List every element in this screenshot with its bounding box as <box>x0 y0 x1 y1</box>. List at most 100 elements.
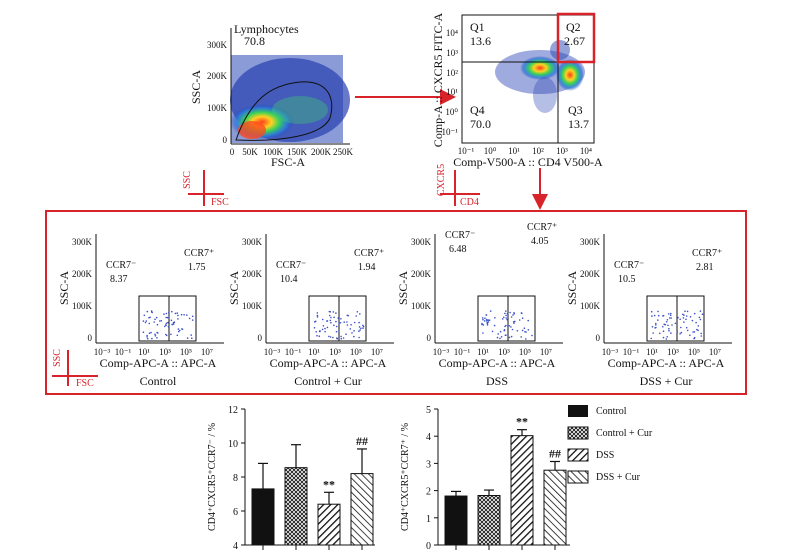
quad-xtick: 10⁰ <box>484 146 497 156</box>
ccr7-event-dot <box>667 324 669 327</box>
ccr7-event-dot <box>353 330 355 332</box>
bar-ytick-label: 2 <box>426 487 431 498</box>
ccr7-event-dot <box>329 319 332 322</box>
ccr7-event-dot <box>155 316 158 319</box>
ccr7-xlabel: Comp-APC-A :: APC-A <box>608 356 725 370</box>
ccr7-event-dot <box>165 324 167 326</box>
ccr7-event-dot <box>657 310 659 313</box>
bar-chart-ccr7-pos: 0 1 2 3 4 5 CD4⁺CXCR5⁺CCR7⁺ / % ** ## <box>400 405 570 552</box>
ccr7-event-dot <box>510 316 513 318</box>
ccr7-event-dot <box>164 325 166 328</box>
quad-ytick: 10⁻¹ <box>442 127 459 137</box>
legend-label-control: Control <box>596 406 627 417</box>
quad-ytick: 10⁴ <box>446 28 458 38</box>
ccr7-event-dot <box>521 329 524 332</box>
bar-ytick-label: 12 <box>228 405 238 416</box>
ccr7-event-dot <box>316 312 319 314</box>
ccr7-event-dot <box>499 337 501 340</box>
ccr7-event-dot <box>507 325 509 327</box>
ccr7-event-dot <box>170 319 173 322</box>
ccr7-event-dot <box>318 335 321 338</box>
ccr7-event-dot <box>500 336 503 338</box>
ccr7-event-dot <box>356 311 359 313</box>
quad-xtick: 10² <box>532 146 544 156</box>
quad-ytick: 10⁰ <box>445 107 458 117</box>
ccr7-event-dot <box>183 314 185 316</box>
bar <box>317 503 341 546</box>
ccr7-ytick: 100K <box>72 301 93 311</box>
quad-xlabel: Comp-V500-A :: CD4 V500-A <box>453 155 603 169</box>
marker-right-y: CXCR5 <box>436 164 447 196</box>
ccr7-event-dot <box>689 334 691 337</box>
ccr7-ytick: 300K <box>411 237 432 247</box>
ccr7-event-dot <box>650 310 653 313</box>
ccr7-neg-label: CCR7⁻ <box>445 230 475 241</box>
bar <box>251 488 275 546</box>
ccr7-event-dot <box>693 336 696 339</box>
bar-ytick-label: 5 <box>426 405 431 416</box>
ccr7-event-dot <box>685 315 688 317</box>
lymph-ytick: 0 <box>223 135 228 145</box>
ccr7-event-dot <box>335 320 337 323</box>
ccr7-event-dot <box>482 324 485 326</box>
lymph-xtick: 250K <box>333 147 354 157</box>
ccr7-event-dot <box>177 314 179 317</box>
bar <box>477 494 501 546</box>
quad-xtick: 10⁴ <box>580 146 592 156</box>
ccr7-event-dot <box>516 330 519 332</box>
ccr7-event-dot <box>491 330 494 333</box>
bar-ytick-label: 3 <box>426 459 431 470</box>
ccr7-pos-value: 1.75 <box>188 262 206 273</box>
ccr7-event-dot <box>488 319 491 322</box>
ccr7-event-dot <box>677 316 679 319</box>
ccr7-event-dot <box>683 321 685 323</box>
ccr7-event-dot <box>315 331 318 333</box>
ccr7-ytick: 200K <box>242 269 263 279</box>
ccr7-xlabel: Comp-APC-A :: APC-A <box>270 356 387 370</box>
ccr7-event-dot <box>148 322 151 325</box>
ccr7-event-dot <box>358 326 361 328</box>
ccr7-event-dot <box>148 332 151 335</box>
ccr7-event-dot <box>343 321 346 323</box>
ccr7-event-dot <box>186 337 189 339</box>
ccr7-event-dot <box>504 312 506 315</box>
ccr7-event-dot <box>156 323 159 326</box>
ccr7-event-dot <box>179 329 181 332</box>
ccr7-event-dot <box>329 336 332 338</box>
ccr7-event-dot <box>176 312 178 314</box>
ccr7-event-dot <box>497 333 500 335</box>
ccr7-event-dot <box>360 327 362 330</box>
ccr7-event-dot <box>156 331 158 334</box>
ccr7-pos-gate <box>168 295 197 342</box>
ccr7-event-dot <box>651 315 653 317</box>
ccr7-event-dot <box>510 335 513 338</box>
ccr7-event-dot <box>510 326 512 328</box>
ccr7-event-dot <box>521 317 524 320</box>
ccr7-xtick: 10³ <box>498 347 510 357</box>
ccr7-event-dot <box>527 329 530 331</box>
ccr7-event-dot <box>513 312 515 314</box>
ccr7-event-dot <box>653 314 656 317</box>
ccr7-event-dot <box>332 311 335 313</box>
ccr7-ytick: 300K <box>242 237 263 247</box>
ccr7-pos-gate <box>338 295 367 342</box>
panel-marker-y: SSC <box>52 349 63 367</box>
ccr7-event-dot <box>338 322 340 325</box>
ccr7-event-dot <box>340 337 343 340</box>
ccr7-event-dot <box>146 336 148 338</box>
legend-swatch-dss-cur <box>567 470 589 484</box>
ccr7-event-dot <box>145 320 148 322</box>
bar <box>284 467 308 546</box>
ccr7-event-dot <box>188 317 191 320</box>
ccr7-pos-value: 2.81 <box>696 262 714 273</box>
ccr7-event-dot <box>655 322 657 325</box>
ccr7-event-dot <box>508 336 511 339</box>
ccr7-event-dot <box>689 316 692 318</box>
ccr7-event-dot <box>319 330 321 332</box>
ccr7-event-dot <box>665 321 668 323</box>
ccr7-event-dot <box>165 322 168 325</box>
ccr7-pos-gate <box>676 295 705 342</box>
ccr7-plot: 300K 200K 100K 010⁻³ 10⁻¹ 10¹ 10³ 10⁵ 10⁷ SSC-A Co… <box>565 234 732 388</box>
